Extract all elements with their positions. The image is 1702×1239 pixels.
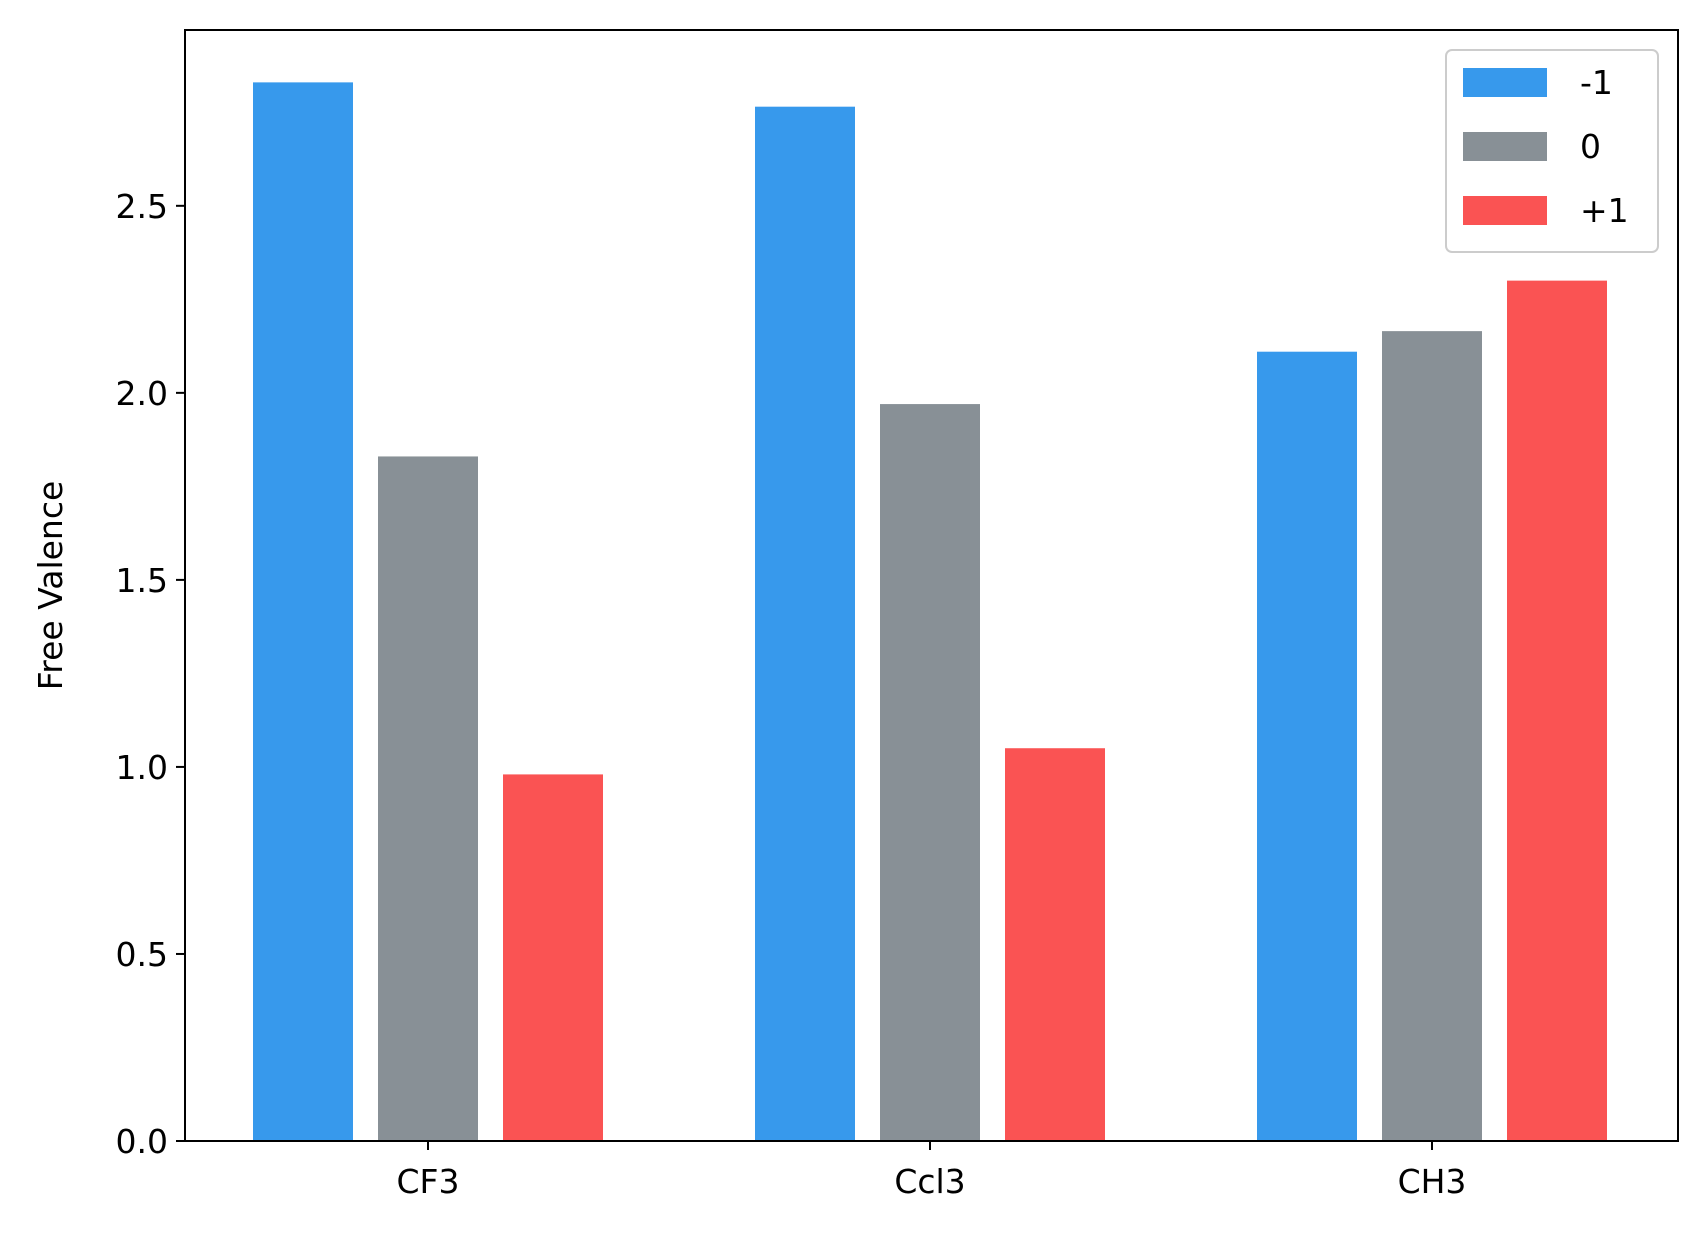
bar-ch3-series-1 (1382, 331, 1482, 1141)
legend-swatch (1463, 132, 1547, 161)
y-tick-label: 0.5 (116, 935, 168, 974)
bar-ccl3-series-1 (880, 404, 980, 1141)
y-tick-label: 2.0 (116, 374, 168, 413)
bar-cf3-series-2 (503, 774, 603, 1141)
bars-layer (253, 82, 1607, 1142)
bar-ch3-series-2 (1507, 280, 1607, 1141)
legend-label: -1 (1580, 63, 1613, 102)
plot-frame (184, 29, 1679, 1142)
legend-swatch (1463, 196, 1547, 225)
bar-ch3-series-0 (1257, 351, 1357, 1141)
y-tick-label: 1.0 (116, 748, 168, 787)
x-tick-label: Ccl3 (894, 1162, 965, 1201)
y-tick-label: 1.5 (116, 561, 168, 600)
bar-cf3-series-1 (378, 456, 478, 1141)
bar-ccl3-series-0 (755, 106, 855, 1142)
x-axis: CF3 Ccl3 CH3 (396, 1141, 1466, 1201)
legend-label: +1 (1580, 191, 1629, 230)
x-tick-label: CH3 (1398, 1162, 1467, 1201)
bar-ccl3-series-2 (1005, 748, 1105, 1141)
y-axis: 0.0 0.5 1.0 1.5 2.0 2.5 (116, 187, 185, 1161)
x-tick-label: CF3 (396, 1162, 459, 1201)
bar-cf3-series-0 (253, 82, 353, 1142)
y-axis-label: Free Valence (31, 481, 70, 691)
legend-label: 0 (1580, 127, 1601, 166)
legend-swatch (1463, 68, 1547, 97)
y-tick-label: 0.0 (116, 1122, 168, 1161)
legend: -1 0 +1 (1445, 49, 1659, 253)
y-tick-label: 2.5 (116, 187, 168, 226)
